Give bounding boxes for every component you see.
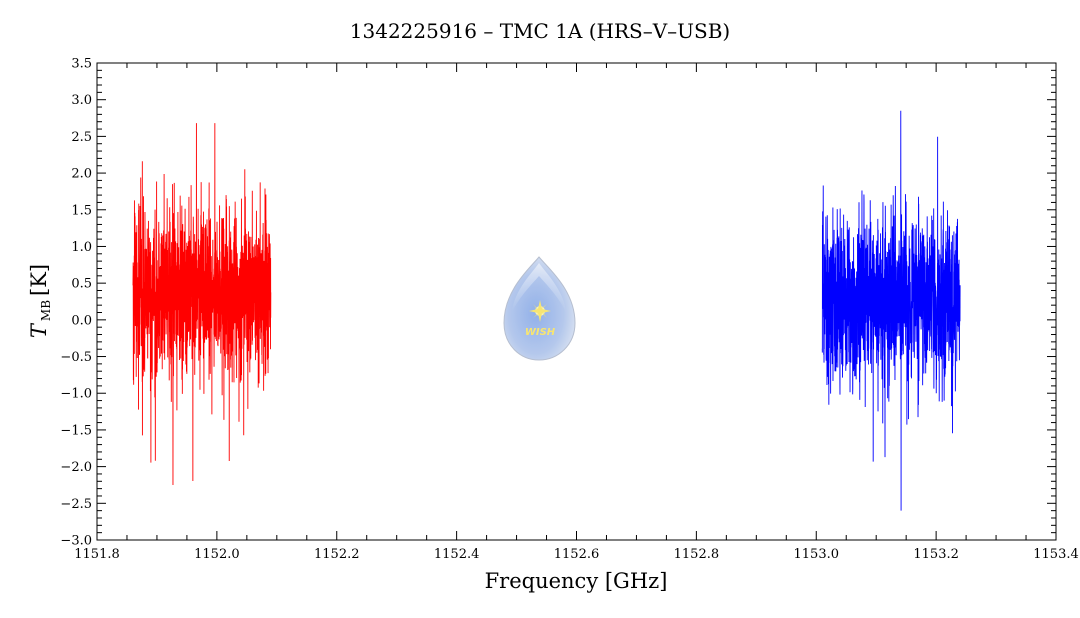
wish-logo: WISH: [503, 256, 576, 361]
y-tick-label: −0.5: [60, 350, 92, 365]
spectrum-series-red: [132, 123, 272, 485]
y-tick-label: −2.0: [60, 460, 92, 475]
x-tick-label: 1152.6: [554, 547, 600, 562]
y-tick-label: 3.0: [71, 93, 92, 108]
x-tick-label: 1151.8: [74, 547, 120, 562]
y-tick-label: 2.5: [71, 130, 92, 145]
svg-text:TMB[K]: TMB [K]: [27, 264, 53, 338]
y-tick-label: −1.5: [60, 423, 92, 438]
y-axis-title-unit: [K]: [27, 264, 51, 296]
series-layer: [132, 110, 961, 511]
x-tick-label: 1152.2: [314, 547, 360, 562]
chart-title: 1342225916 – TMC 1A (HRS–V–USB): [350, 19, 730, 43]
y-tick-label: 1.5: [71, 203, 92, 218]
y-axis-title-main: T: [27, 322, 51, 338]
y-tick-labels: 3.5 3.0 2.5 2.0 1.5 1.0 0.5 0.0 −0.5 −1.0 −1.5 −2.0…: [60, 57, 92, 549]
wish-logo-text: WISH: [525, 327, 556, 338]
x-tick-label: 1152.4: [434, 547, 480, 562]
x-tick-label: 1152.0: [194, 547, 240, 562]
wish-drop-shine: [512, 263, 566, 312]
y-axis-title-sub: MB: [39, 300, 53, 321]
wish-star-icon: [529, 300, 551, 322]
x-tick-label: 1152.8: [674, 547, 720, 562]
x-tick-label: 1153.0: [794, 547, 840, 562]
y-tick-label: 1.0: [71, 240, 92, 255]
y-axis-title: TMB [K]: [27, 264, 53, 338]
ticks-layer: [96, 62, 1057, 541]
x-tick-label: 1153.4: [1033, 547, 1079, 562]
spectrum-series-blue: [821, 110, 961, 511]
y-tick-label: −2.5: [60, 497, 92, 512]
y-tick-label: −1.0: [60, 387, 92, 402]
x-tick-labels: 1151.8 1152.0 1152.2 1152.4 1152.6 1152.8 1153…: [74, 547, 1079, 562]
x-tick-label: 1153.2: [913, 547, 959, 562]
y-tick-label: 0.0: [71, 313, 92, 328]
y-tick-label: 2.0: [71, 167, 92, 182]
y-tick-label: 0.5: [71, 277, 92, 292]
y-tick-label: −3.0: [60, 534, 92, 549]
x-axis-title: Frequency [GHz]: [485, 569, 668, 593]
y-tick-label: 3.5: [71, 57, 92, 72]
